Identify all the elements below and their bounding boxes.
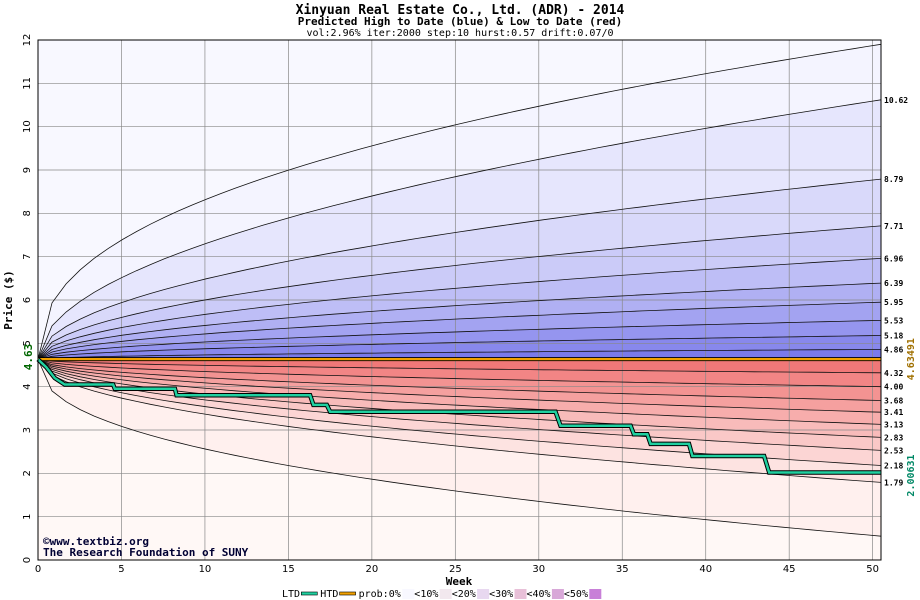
- upper-line-p40: [37, 258, 882, 360]
- upper-line-p10: [37, 99, 882, 360]
- y-tick-label: 11: [22, 77, 33, 90]
- x-tick-label: 25: [449, 564, 462, 575]
- legend-swatch: [514, 589, 527, 599]
- x-axis-label: Week: [446, 575, 473, 588]
- legend-swatch: [589, 589, 602, 599]
- legend-label: HTD: [320, 589, 338, 600]
- legend-label: <10%: [414, 589, 438, 600]
- y-tick-label: 5: [22, 340, 33, 346]
- lower-end-label: 1.79: [884, 478, 903, 487]
- upper-end-label: 10.62: [884, 96, 908, 105]
- lower-end-label: 2.18: [884, 462, 903, 471]
- legend-label: <20%: [452, 589, 476, 600]
- lower-line-p50: [37, 359, 882, 413]
- lower-end-label: 3.41: [884, 408, 903, 417]
- legend-label: LTD: [282, 589, 300, 600]
- x-tick-label: 5: [118, 564, 124, 575]
- x-tick-label: 20: [365, 564, 378, 575]
- chart-params: vol:2.96% iter:2000 step:10 hurst:0.57 d…: [306, 28, 613, 39]
- upper-line-p1: [37, 43, 882, 360]
- legend-swatch: [339, 591, 356, 596]
- x-tick-label: 45: [783, 564, 796, 575]
- upper-line-p55: [37, 320, 882, 360]
- credit-line-2: The Research Foundation of SUNY: [43, 546, 249, 559]
- lower-end-label: 2.53: [884, 446, 903, 455]
- legend-swatch: [439, 589, 452, 599]
- ltd-end-label: 2.00631: [906, 454, 917, 496]
- legend-swatch: [300, 591, 318, 596]
- y-axis-label: Price ($): [2, 270, 15, 330]
- y-tick-label: 10: [22, 120, 33, 133]
- start-price-label: 4.63: [22, 344, 35, 371]
- upper-line-p50: [37, 301, 882, 360]
- upper-line-p45: [37, 282, 882, 360]
- lower-end-label: 3.13: [884, 420, 903, 429]
- legend-swatch: [477, 589, 490, 599]
- upper-end-label: 4.86: [884, 345, 903, 354]
- x-axis-ticks: 0 5 10 15 20 25 30 35 40 45 50: [35, 564, 879, 575]
- y-tick-label: 9: [22, 167, 33, 173]
- end-labels: 10.62 8.79 7.71 6.96 6.39 5.95 5.53 5.18 4.86 4.3…: [884, 96, 917, 497]
- x-tick-label: 40: [699, 564, 712, 575]
- x-tick-label: 0: [35, 564, 41, 575]
- x-tick-label: 50: [866, 564, 879, 575]
- upper-end-label: 8.79: [884, 175, 903, 184]
- series: [36, 357, 881, 475]
- upper-line-p30: [37, 225, 882, 360]
- credit-line-1: ©www.textbiz.org: [43, 535, 149, 548]
- lower-line-p60: [37, 359, 882, 438]
- upper-end-label: 6.96: [884, 254, 903, 263]
- upper-end-label: 5.95: [884, 298, 903, 307]
- lower-line-p40: [37, 359, 882, 388]
- band-lower-p35: [38, 359, 881, 373]
- upper-line-p60: [37, 335, 882, 360]
- lower-line-p99: [37, 359, 882, 537]
- chart-title: Xinyuan Real Estate Co., Ltd. (ADR) - 20…: [296, 3, 625, 18]
- ltd-line: [37, 358, 881, 474]
- lower-end-label: 4.00: [884, 383, 903, 392]
- band-upper-p65: [38, 349, 881, 360]
- upper-end-label: 7.71: [884, 222, 903, 231]
- lower-line-p55: [37, 359, 882, 425]
- legend-label: <50%: [564, 589, 588, 600]
- y-tick-label: 0: [22, 557, 33, 563]
- legend-swatch: [402, 589, 415, 599]
- y-tick-label: 6: [22, 297, 33, 303]
- upper-end-label: 5.53: [884, 316, 903, 325]
- lower-end-label: 2.83: [884, 433, 903, 442]
- upper-line-p65: [37, 349, 882, 360]
- lower-line-p90: [37, 359, 882, 483]
- legend-swatch: [551, 589, 564, 599]
- y-tick-label: 12: [22, 34, 33, 47]
- chart-subtitle: Predicted High to Date (blue) & Low to D…: [298, 15, 623, 28]
- x-tick-label: 35: [616, 564, 629, 575]
- y-tick-label: 4: [22, 383, 33, 389]
- y-tick-label: 7: [22, 253, 33, 259]
- y-tick-label: 3: [22, 427, 33, 433]
- legend-label: <30%: [489, 589, 513, 600]
- legend-label: <40%: [527, 589, 551, 600]
- x-tick-label: 10: [199, 564, 212, 575]
- upper-end-label: 5.18: [884, 332, 903, 341]
- upper-end-label: 6.39: [884, 279, 903, 288]
- x-tick-label: 15: [282, 564, 295, 575]
- probability-bands: [38, 40, 881, 560]
- y-tick-label: 2: [22, 470, 33, 476]
- plot-frame: [37, 39, 882, 561]
- htd-end-label: 4.63491: [906, 338, 917, 380]
- upper-line-p20: [37, 178, 882, 360]
- lower-end-label: 3.68: [884, 397, 903, 406]
- y-tick-label: 8: [22, 210, 33, 216]
- x-tick-label: 30: [532, 564, 545, 575]
- legend-label: prob:0%: [359, 589, 401, 600]
- lower-end-label: 4.32: [884, 369, 903, 378]
- lower-line-p45: [37, 359, 882, 401]
- y-tick-label: 1: [22, 513, 33, 519]
- lower-line-p35: [37, 359, 882, 374]
- legend: LTD HTD prob:0% <10% <20% <30% <40% <50%: [282, 589, 602, 600]
